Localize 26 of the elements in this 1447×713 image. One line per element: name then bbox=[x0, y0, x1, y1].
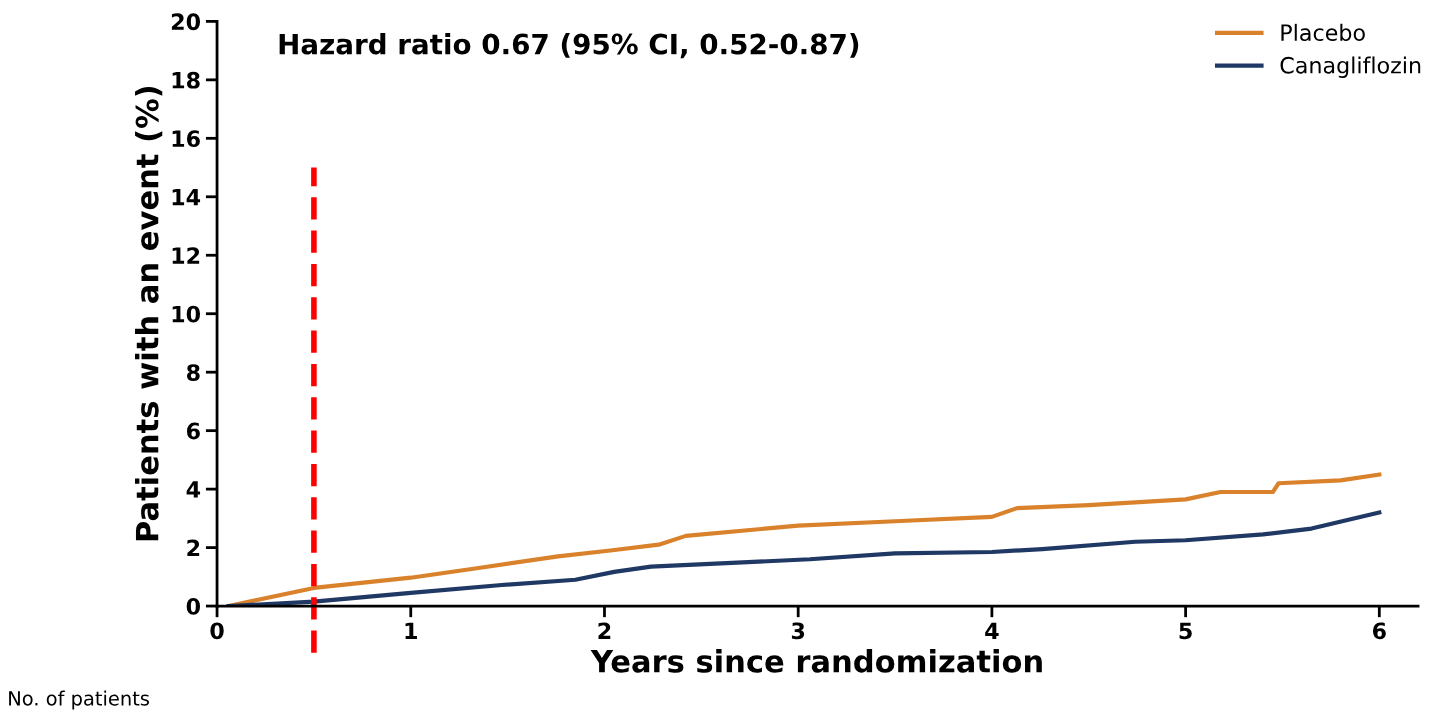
y-tick-label: 10 bbox=[172, 305, 201, 323]
legend-label: Placebo bbox=[1281, 23, 1365, 42]
y-axis-title: Patients with an event (%) bbox=[135, 86, 163, 541]
y-tick-label: 18 bbox=[172, 71, 200, 89]
y-tick-label: 0 bbox=[186, 598, 201, 615]
x-tick-label: 2 bbox=[598, 622, 611, 639]
x-tick-label: 0 bbox=[210, 622, 224, 640]
x-tick-label: 5 bbox=[1179, 622, 1192, 640]
y-tick-label: 8 bbox=[186, 364, 200, 381]
y-tick-label: 20 bbox=[171, 13, 201, 31]
chart-title: Hazard ratio 0.67 (95% CI, 0.52-0.87) bbox=[279, 33, 859, 59]
y-tick-label: 6 bbox=[186, 422, 200, 440]
legend-label: Canagliflozin bbox=[1280, 56, 1421, 78]
line-series bbox=[226, 472, 1382, 607]
x-tick-label: 1 bbox=[405, 622, 417, 639]
text: No. of patients bbox=[9, 690, 149, 710]
y-tick-label: 14 bbox=[172, 189, 201, 206]
y-tick-label: 12 bbox=[172, 247, 200, 264]
x-axis-title: Years since randomization bbox=[590, 649, 1042, 673]
y-tick-label: 2 bbox=[187, 539, 200, 557]
x-tick-label: 4 bbox=[985, 622, 999, 639]
x-tick-label: 6 bbox=[1372, 622, 1386, 640]
y-tick-label: 4 bbox=[186, 481, 201, 498]
y-tick-label: 16 bbox=[172, 130, 200, 148]
line-series bbox=[226, 510, 1382, 607]
x-tick-label: 3 bbox=[791, 622, 805, 640]
